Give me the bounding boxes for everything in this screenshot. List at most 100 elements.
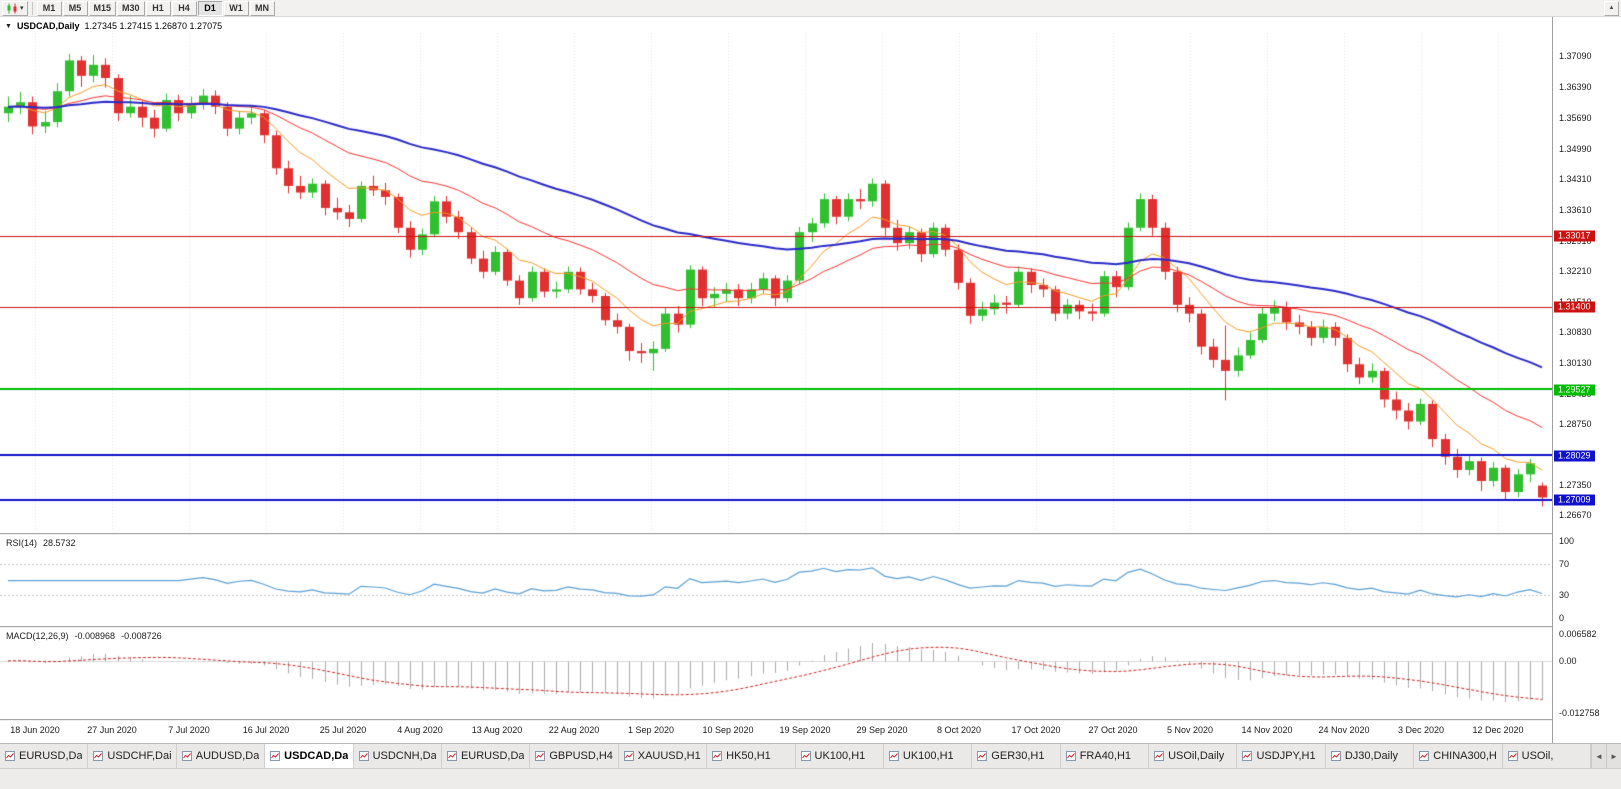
price-axis-label: 1.28750 <box>1559 418 1592 429</box>
time-axis-label: 10 Sep 2020 <box>702 725 754 735</box>
tab-label: EURUSD,Daily <box>19 750 83 762</box>
chart-tab-fra40-h1[interactable]: FRA40,H1 <box>1060 744 1150 768</box>
rsi-axis-label: 70 <box>1559 559 1570 570</box>
price-line-badge: 1.33017 <box>1554 230 1595 242</box>
timeframe-button-h4[interactable]: H4 <box>171 0 197 16</box>
chart-tab-usdcad-daily[interactable]: USDCAD,Daily <box>265 744 354 768</box>
time-axis-label: 7 Jul 2020 <box>168 725 210 735</box>
macd-panel-canvas[interactable] <box>0 628 1552 719</box>
macd-indicator-label: MACD(12,26,9) -0.008968 -0.008726 <box>6 631 162 641</box>
rsi-axis-label: 100 <box>1559 536 1575 546</box>
chart-tab-usdchf-daily[interactable]: USDCHF,Daily <box>88 744 177 768</box>
tab-chart-icon <box>1065 751 1076 761</box>
time-axis-label: 3 Dec 2020 <box>1397 725 1445 735</box>
tab-label: AUDUSD,Daily <box>195 750 260 762</box>
chart-tab-dj30-daily[interactable]: DJ30,Daily <box>1325 744 1415 768</box>
tabs-scroll-right-button[interactable]: ► <box>1606 744 1621 768</box>
tab-label: CHINA300,H1 <box>1433 750 1497 762</box>
tab-label: USDCNH,Daily <box>372 750 436 762</box>
tab-chart-icon <box>712 751 723 761</box>
chart-tab-gbpusd-h4[interactable]: GBPUSD,H4 <box>530 744 619 768</box>
chart-tab-eurusd-daily[interactable]: EURUSD,Daily <box>441 744 531 768</box>
chart-tab-usoil-[interactable]: USOil, <box>1502 744 1592 768</box>
timeframe-button-m1[interactable]: M1 <box>36 0 62 16</box>
macd-name: MACD(12,26,9) <box>6 631 69 641</box>
price-axis-label: 1.30830 <box>1559 327 1592 338</box>
tab-label: UK100,H1 <box>814 750 866 762</box>
timeframe-button-h1[interactable]: H1 <box>145 0 171 16</box>
candlestick-chart-icon <box>7 3 17 13</box>
time-axis-label: 25 Jul 2020 <box>319 725 367 735</box>
chart-tab-ger30-h1[interactable]: GER30,H1 <box>972 744 1061 768</box>
timeframe-button-m30[interactable]: M30 <box>117 0 145 16</box>
time-axis-label: 19 Sep 2020 <box>779 725 831 735</box>
tab-chart-icon <box>888 751 899 761</box>
chart-tab-uk100-h1[interactable]: UK100,H1 <box>883 744 973 768</box>
time-axis-label: 18 Jun 2020 <box>10 725 60 735</box>
price-axis-label: 1.37090 <box>1559 51 1592 62</box>
panel-separator[interactable] <box>0 626 1621 628</box>
tab-chart-icon <box>800 751 811 761</box>
chart-tabs: EURUSD,Daily USDCHF,Daily AUDUSD,Daily USDC… <box>0 744 1592 768</box>
chart-type-button[interactable]: ▾ <box>2 0 28 16</box>
rsi-axis-label: 30 <box>1559 589 1570 600</box>
macd-axis-label: 0.006582 <box>1559 629 1597 639</box>
time-axis-label: 16 Jul 2020 <box>242 725 290 735</box>
time-axis-label: 27 Jun 2020 <box>87 725 137 735</box>
chart-tab-usoil-daily[interactable]: USOil,Daily <box>1149 744 1238 768</box>
chart-tab-hk50-h1[interactable]: HK50,H1 <box>707 744 796 768</box>
tab-label: GBPUSD,H4 <box>549 750 613 762</box>
rsi-panel-canvas[interactable] <box>0 535 1552 626</box>
chart-tab-china300-h1[interactable]: CHINA300,H1 <box>1414 744 1503 768</box>
time-axis-label: 5 Nov 2020 <box>1166 725 1214 735</box>
price-axis[interactable]: 1.37090 1.36390 1.35690 1.34990 1.34310 1.336… <box>1553 17 1621 743</box>
tab-label: USDCHF,Daily <box>107 750 170 762</box>
chart-tab-usdcnh-daily[interactable]: USDCNH,Daily <box>353 744 442 768</box>
rsi-value: 28.5732 <box>43 538 76 548</box>
timeframe-toolbar: ▾ M1 M5 M15 M30 H1 H4 D1 W1 MN ▲ <box>0 0 1621 17</box>
macd-axis-label: -0.012758 <box>1559 708 1600 718</box>
timeframe-button-mn[interactable]: MN <box>249 0 275 16</box>
chart-tab-xauusd-h1[interactable]: XAUUSD,H1 <box>618 744 708 768</box>
time-axis-label: 27 Oct 2020 <box>1088 725 1138 735</box>
price-line-badge: 1.28029 <box>1554 450 1595 461</box>
left-arrow-icon: ◄ <box>1595 751 1603 761</box>
chart-window: ▼ USDCAD,Daily 1.27345 1.27415 1.26870 1… <box>0 17 1621 743</box>
tab-label: USOil, <box>1521 750 1554 762</box>
tab-chart-icon <box>446 751 457 761</box>
time-axis[interactable]: 18 Jun 2020 27 Jun 2020 7 Jul 2020 16 Jul 2… <box>0 721 1552 743</box>
timeframe-button-w1[interactable]: W1 <box>223 0 249 16</box>
tabs-scroll-left-button[interactable]: ◄ <box>1591 744 1606 768</box>
tab-chart-icon <box>93 751 104 761</box>
tab-label: HK50,H1 <box>726 750 771 762</box>
price-axis-label: 1.34990 <box>1559 143 1592 154</box>
macd-signal-value: -0.008726 <box>121 631 162 641</box>
chevron-down-icon: ▾ <box>20 4 24 12</box>
toolbar-overflow-button[interactable]: ▲ <box>1604 0 1619 16</box>
chart-ohlc-values: 1.27345 1.27415 1.26870 1.27075 <box>84 21 223 31</box>
time-axis-label: 8 Oct 2020 <box>936 725 982 735</box>
chart-tab-usdjpy-h1[interactable]: USDJPY,H1 <box>1237 744 1326 768</box>
panel-separator[interactable] <box>0 719 1621 721</box>
timeframe-button-m5[interactable]: M5 <box>62 0 88 16</box>
tab-chart-icon <box>5 751 15 761</box>
price-axis-label: 1.33610 <box>1559 204 1592 215</box>
time-axis-label: 1 Sep 2020 <box>627 725 675 735</box>
tab-label: GER30,H1 <box>991 750 1045 762</box>
time-axis-label: 13 Aug 2020 <box>471 725 523 735</box>
chart-tab-audusd-daily[interactable]: AUDUSD,Daily <box>176 744 266 768</box>
price-line-badge: 1.27009 <box>1554 494 1595 506</box>
tab-chart-icon <box>181 751 192 761</box>
chart-tab-eurusd-daily[interactable]: EURUSD,Daily <box>0 744 89 768</box>
panel-separator[interactable] <box>0 533 1621 535</box>
timeframe-button-d1[interactable]: D1 <box>197 0 223 16</box>
time-axis-label: 12 Dec 2020 <box>1472 725 1524 735</box>
time-axis-label: 29 Sep 2020 <box>856 725 908 735</box>
timeframe-button-m15[interactable]: M15 <box>88 0 117 16</box>
up-triangle-icon: ▲ <box>1608 5 1615 11</box>
tab-label: EURUSD,Daily <box>460 750 525 762</box>
chart-tab-uk100-h1[interactable]: UK100,H1 <box>795 744 884 768</box>
main-price-chart-canvas[interactable] <box>0 17 1552 533</box>
time-axis-label: 4 Aug 2020 <box>397 725 443 735</box>
chart-symbol-period: USDCAD,Daily <box>16 21 80 31</box>
